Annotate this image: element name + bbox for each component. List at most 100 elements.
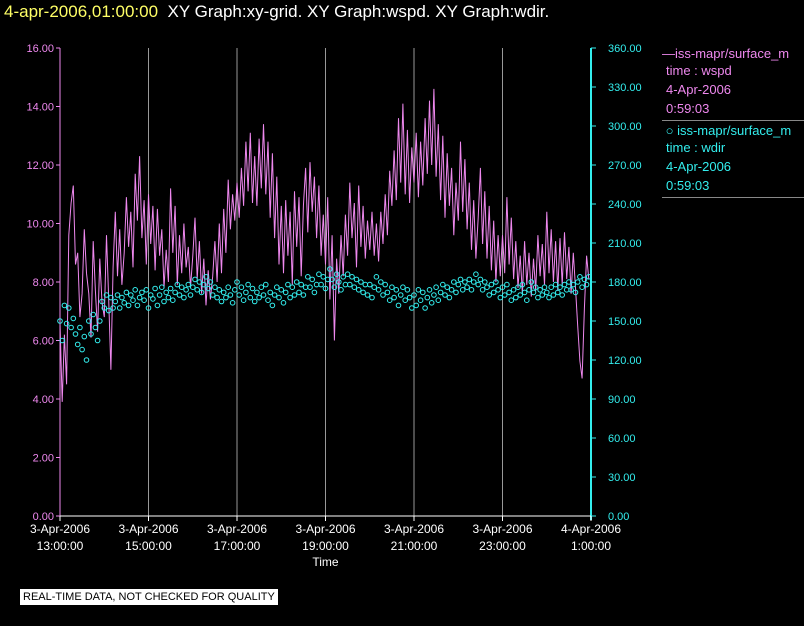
wdir-point	[125, 302, 132, 309]
wdir-point	[167, 285, 174, 292]
wdir-point	[351, 284, 358, 291]
wdir-point	[134, 302, 141, 309]
legend-wspd-label: iss-mapr/surface_m	[675, 46, 790, 61]
wdir-point	[229, 300, 236, 306]
wdir-point	[203, 274, 209, 280]
wdir-point	[218, 298, 225, 305]
wdir-point	[440, 281, 446, 288]
wdir-point	[278, 287, 285, 293]
wdir-point	[395, 302, 402, 309]
wdir-point	[269, 302, 276, 309]
wdir-point	[406, 294, 413, 301]
right-axis-tick-label: 210.00	[608, 238, 642, 250]
wdir-point	[367, 281, 373, 288]
wdir-point	[495, 287, 501, 293]
left-axis-tick-label: 14.00	[26, 102, 54, 114]
wdir-point	[501, 292, 508, 298]
wdir-point	[532, 284, 539, 291]
wdir-point	[103, 292, 110, 298]
x-axis-tick-date: 3-Apr-2006	[295, 522, 355, 536]
wdir-point	[280, 300, 287, 306]
wdir-point	[541, 284, 548, 291]
wdir-point	[568, 287, 574, 293]
wdir-point	[484, 284, 490, 291]
wdir-point	[528, 279, 535, 285]
wdir-point	[74, 341, 81, 348]
wdir-point	[572, 289, 579, 296]
wdir-point	[433, 284, 439, 291]
wdir-point	[94, 337, 101, 344]
wdir-point	[258, 284, 265, 291]
wdir-point	[464, 284, 470, 291]
wdir-point	[307, 284, 313, 291]
wdir-point	[504, 281, 510, 288]
wdir-point	[349, 274, 355, 280]
wdir-point	[397, 292, 404, 298]
right-axis-tick-label: 300.00	[608, 121, 642, 133]
wdir-point	[68, 324, 74, 331]
wdir-point	[99, 298, 105, 305]
wdir-point	[128, 292, 134, 298]
legend-wspd-date: 4-Apr-2006	[666, 82, 732, 97]
x-axis-tick-date: 3-Apr-2006	[472, 522, 532, 536]
wdir-point	[490, 289, 497, 296]
wdir-point	[428, 300, 435, 306]
wdir-point	[256, 294, 262, 301]
wdir-point	[316, 271, 322, 278]
wdir-point	[499, 284, 506, 291]
wdir-point	[285, 281, 291, 288]
wdir-point	[455, 281, 462, 288]
wdir-point	[373, 274, 380, 280]
wdir-point	[521, 289, 528, 296]
wdir-point	[185, 281, 192, 288]
wdir-point	[459, 287, 466, 293]
wdir-point	[581, 276, 588, 283]
wdir-point	[305, 274, 311, 280]
wdir-point	[77, 324, 83, 331]
wdir-point	[586, 274, 592, 280]
right-axis-tick-label: 60.00	[608, 433, 636, 445]
wdir-point	[59, 337, 66, 344]
legend: —iss-mapr/surface_m time : wspd 4-Apr-20…	[662, 46, 804, 200]
wdir-point	[267, 289, 274, 296]
wdir-point	[442, 292, 448, 298]
wdir-point	[530, 289, 537, 296]
wdir-point	[417, 297, 424, 304]
wdir-point	[409, 305, 415, 311]
wdir-point	[506, 289, 512, 296]
wdir-point	[437, 289, 444, 296]
wdir-point	[552, 281, 559, 288]
wdir-point	[238, 284, 245, 291]
left-axis-tick-label: 12.00	[26, 160, 54, 172]
wdir-point	[488, 281, 495, 288]
wdir-point	[145, 305, 152, 311]
wdir-point	[176, 292, 183, 298]
wdir-point	[415, 287, 422, 293]
wdir-point	[156, 292, 163, 298]
wdir-point	[201, 281, 207, 288]
wdir-point	[105, 307, 112, 314]
wdir-point	[561, 281, 568, 288]
title-graph-names: XY Graph:xy-grid. XY Graph:wspd. XY Grap…	[167, 2, 550, 21]
x-axis-tick-date: 3-Apr-2006	[30, 522, 90, 536]
wdir-point	[411, 292, 417, 298]
wdir-point	[291, 292, 298, 298]
wdir-point	[141, 297, 147, 304]
right-axis-tick-label: 270.00	[608, 160, 642, 172]
x-axis-label: Time	[312, 555, 339, 569]
wdir-point	[497, 294, 504, 301]
wdir-point	[479, 287, 486, 293]
wdir-point	[402, 297, 409, 304]
wdir-point	[152, 285, 158, 292]
legend-divider	[662, 120, 804, 121]
wdir-point	[227, 292, 234, 298]
legend-entry-wspd: —iss-mapr/surface_m time : wspd 4-Apr-20…	[662, 46, 804, 118]
wdir-point	[276, 294, 282, 301]
wdir-point	[424, 294, 431, 301]
wdir-point	[355, 287, 362, 293]
wdir-point	[181, 294, 187, 301]
left-axis-tick-label: 0.00	[33, 511, 54, 523]
wdir-point	[391, 294, 397, 301]
wdir-point	[448, 287, 455, 293]
wdir-point	[240, 297, 247, 304]
